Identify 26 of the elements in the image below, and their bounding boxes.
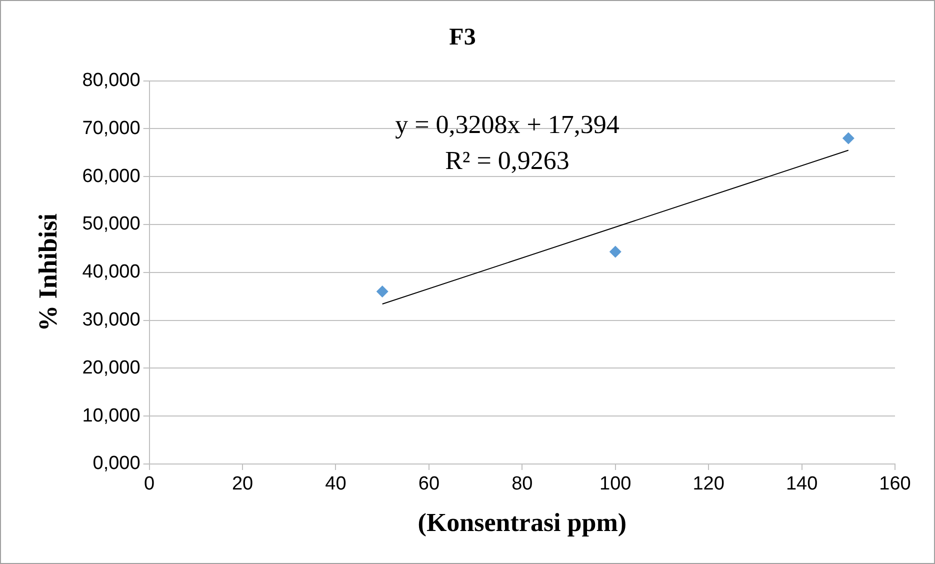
y-tick-label: 10,000 [82, 405, 140, 426]
chart-title: F3 [449, 24, 476, 51]
y-tick-label: 80,000 [82, 70, 140, 92]
point [842, 132, 854, 144]
annotation: y = 0,3208x + 17,394 [395, 110, 620, 139]
y-tick-label: 30,000 [82, 310, 140, 331]
point [376, 286, 388, 298]
x-tick-label: 100 [600, 474, 632, 495]
x-tick-label: 20 [232, 474, 254, 495]
x-tick-label: 40 [325, 474, 346, 495]
y-axis-title: % Inhibisi [33, 214, 62, 332]
y-tick-label: 60,000 [82, 166, 140, 187]
x-tick-label: 0 [144, 474, 155, 495]
x-tick-label: 160 [879, 474, 911, 495]
annotation: R² = 0,9263 [445, 146, 570, 175]
x-tick-label: 60 [418, 474, 440, 495]
y-tick-label: 0,000 [92, 453, 140, 474]
y-tick-label: 50,000 [82, 214, 140, 235]
y-tick-label: 40,000 [82, 262, 140, 283]
x-tick-label: 120 [692, 474, 724, 495]
y-tick-label: 70,000 [82, 118, 140, 139]
point [609, 246, 622, 258]
x-tick-label: 140 [786, 474, 818, 495]
x-axis-title: (Konsentrasi ppm) [418, 508, 627, 538]
x-tick-label: 80 [512, 474, 533, 495]
y-tick-label: 20,000 [82, 357, 140, 378]
